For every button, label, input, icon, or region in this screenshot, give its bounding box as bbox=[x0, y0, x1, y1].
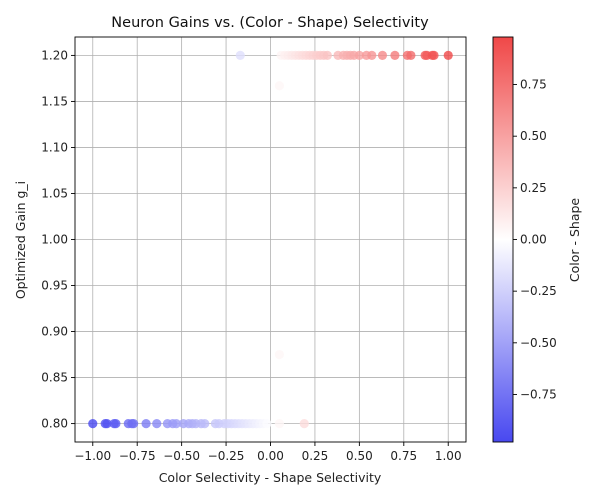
x-tick-label: 1.00 bbox=[435, 449, 462, 463]
y-tick-label: 1.05 bbox=[41, 186, 68, 200]
data-point bbox=[377, 50, 388, 61]
colorbar-label: Color - Shape bbox=[567, 198, 582, 283]
colorbar-ticks: −0.75 −0.50 −0.25 0.00 0.25 0.50 0.75 bbox=[513, 78, 557, 401]
x-tick-label: 0.50 bbox=[346, 449, 373, 463]
data-point bbox=[429, 50, 439, 61]
y-tick-label: 0.80 bbox=[41, 417, 68, 431]
x-tick-label: −0.50 bbox=[163, 449, 200, 463]
x-tick-label: −1.00 bbox=[74, 449, 111, 463]
colorbar-tick-label: 0.75 bbox=[520, 78, 547, 92]
data-point bbox=[274, 81, 284, 91]
y-tick-label: 1.10 bbox=[41, 140, 68, 154]
grid bbox=[75, 37, 466, 442]
y-tick-label: 0.85 bbox=[41, 371, 68, 385]
colorbar-gradient bbox=[493, 37, 513, 442]
y-tick-label: 1.20 bbox=[41, 48, 68, 62]
colorbar-tick-label: −0.75 bbox=[520, 387, 557, 401]
colorbar-tick-label: −0.50 bbox=[520, 336, 557, 350]
x-axis-label: Color Selectivity - Shape Selectivity bbox=[159, 470, 382, 485]
data-point bbox=[200, 418, 210, 429]
y-tick-label: 1.15 bbox=[41, 94, 68, 108]
data-point bbox=[141, 418, 151, 429]
x-axis: −1.00 −0.75 −0.50 −0.25 0.00 0.25 0.50 0.75 1.00 bbox=[74, 442, 462, 463]
data-point bbox=[390, 50, 400, 61]
data-point bbox=[152, 418, 162, 429]
y-tick-label: 1.00 bbox=[41, 233, 68, 247]
data-point bbox=[299, 418, 309, 429]
data-point bbox=[129, 418, 139, 429]
data-point bbox=[102, 418, 112, 429]
data-point bbox=[235, 50, 245, 61]
chart-title: Neuron Gains vs. (Color - Shape) Selecti… bbox=[111, 15, 429, 31]
colorbar-tick-label: 0.50 bbox=[520, 129, 547, 143]
colorbar-tick-label: 0.00 bbox=[520, 233, 547, 247]
y-tick-label: 0.90 bbox=[41, 325, 68, 339]
data-point bbox=[262, 418, 272, 429]
y-tick-label: 0.95 bbox=[41, 279, 68, 293]
colorbar: −0.75 −0.50 −0.25 0.00 0.25 0.50 0.75 Color - … bbox=[492, 36, 582, 443]
data-points bbox=[88, 50, 453, 429]
x-tick-label: −0.25 bbox=[208, 449, 245, 463]
data-point bbox=[171, 418, 181, 429]
colorbar-tick-label: −0.25 bbox=[520, 284, 557, 298]
data-point bbox=[443, 50, 453, 61]
data-point bbox=[406, 50, 416, 61]
data-point bbox=[322, 50, 332, 61]
x-tick-label: 0.75 bbox=[390, 449, 417, 463]
data-point bbox=[88, 418, 98, 429]
data-point bbox=[354, 50, 364, 61]
y-axis-label: Optimized Gain g_i bbox=[13, 181, 28, 299]
data-point bbox=[274, 349, 284, 360]
data-point bbox=[367, 50, 377, 61]
y-axis: 0.80 0.85 0.90 0.95 1.00 1.05 1.10 1.15 1.20 bbox=[41, 48, 75, 431]
data-point bbox=[274, 418, 284, 429]
x-tick-label: 0.00 bbox=[257, 449, 284, 463]
data-point bbox=[111, 418, 121, 429]
x-tick-label: 0.25 bbox=[302, 449, 329, 463]
colorbar-tick-label: 0.25 bbox=[520, 181, 547, 195]
x-tick-label: −0.75 bbox=[119, 449, 156, 463]
